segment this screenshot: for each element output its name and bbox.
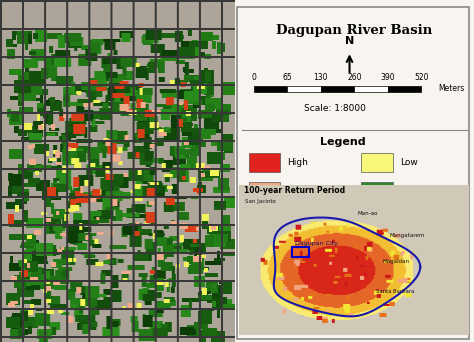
Text: Legend: Legend — [319, 137, 365, 147]
Bar — [249, 182, 280, 201]
Text: Meters: Meters — [438, 84, 465, 93]
Text: 260: 260 — [347, 74, 362, 82]
Text: Dagupan City: Dagupan City — [295, 241, 338, 246]
Bar — [362, 153, 392, 172]
Text: Scale: 1:8000: Scale: 1:8000 — [304, 104, 366, 113]
Bar — [362, 182, 392, 201]
Text: Mangatarem: Mangatarem — [390, 233, 425, 238]
Text: 130: 130 — [314, 74, 328, 82]
Bar — [354, 86, 388, 92]
Bar — [254, 86, 287, 92]
Bar — [292, 247, 309, 257]
Bar — [321, 86, 354, 92]
Text: 520: 520 — [414, 74, 428, 82]
Text: Low: Low — [400, 158, 418, 167]
Text: 100-year Return Period: 100-year Return Period — [244, 186, 345, 195]
Bar — [287, 86, 321, 92]
Bar — [388, 86, 421, 92]
Text: Medium: Medium — [287, 187, 324, 196]
Text: Magaldan: Magaldan — [383, 259, 410, 264]
Text: 390: 390 — [381, 74, 395, 82]
Text: Man-ao: Man-ao — [358, 211, 378, 216]
Text: 0: 0 — [251, 74, 256, 82]
Text: Not Vulnerable: Not Vulnerable — [400, 187, 467, 196]
Text: Santa Barbara: Santa Barbara — [376, 289, 414, 294]
Text: High: High — [287, 158, 308, 167]
Text: Dagupan River Basin: Dagupan River Basin — [276, 24, 432, 37]
Text: 65: 65 — [283, 74, 292, 82]
Text: San Jacinto: San Jacinto — [245, 199, 276, 204]
Text: N: N — [345, 36, 354, 46]
Bar — [249, 153, 280, 172]
